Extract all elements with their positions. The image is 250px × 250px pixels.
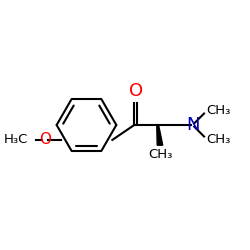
- Text: CH₃: CH₃: [206, 104, 231, 117]
- Text: H₃C: H₃C: [4, 134, 28, 146]
- Text: CH₃: CH₃: [206, 134, 231, 146]
- Text: CH₃: CH₃: [148, 148, 172, 161]
- Text: N: N: [186, 116, 199, 134]
- Polygon shape: [157, 125, 163, 145]
- Text: O: O: [128, 82, 143, 100]
- Text: O: O: [39, 132, 51, 148]
